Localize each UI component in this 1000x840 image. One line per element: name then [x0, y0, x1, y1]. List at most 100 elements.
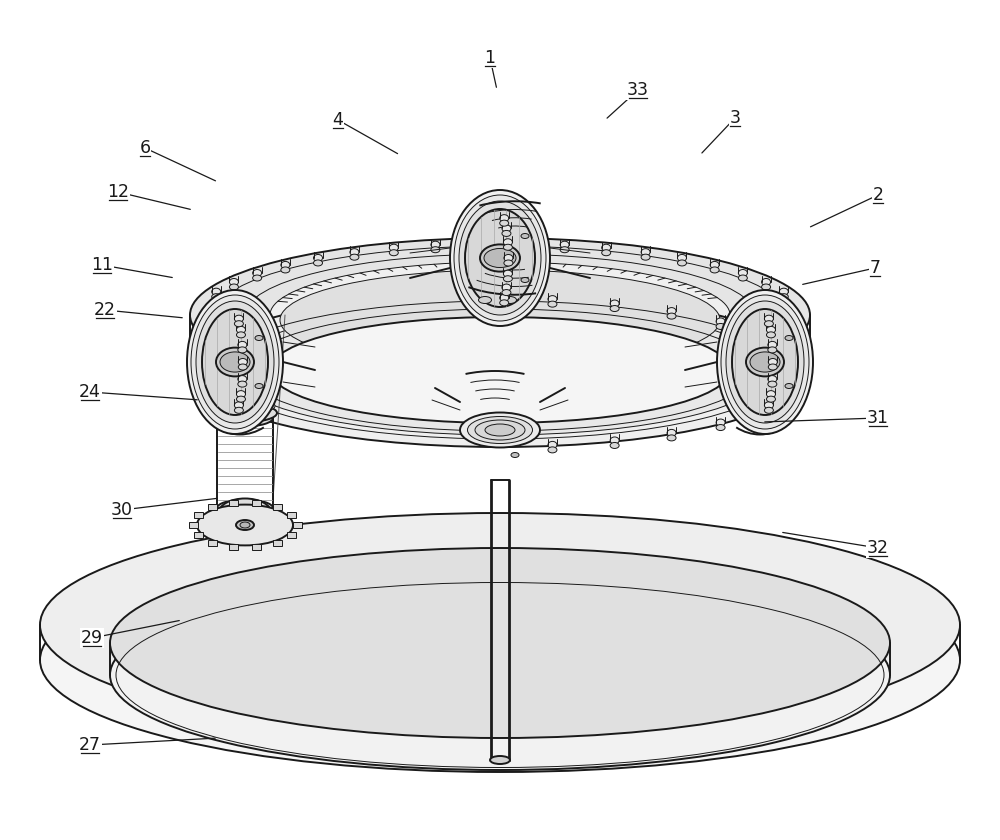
FancyBboxPatch shape: [273, 505, 282, 511]
Ellipse shape: [234, 402, 243, 409]
FancyBboxPatch shape: [273, 539, 282, 545]
Text: 4: 4: [333, 111, 343, 129]
Text: 12: 12: [107, 183, 129, 201]
Ellipse shape: [485, 424, 515, 436]
Ellipse shape: [785, 384, 793, 388]
Ellipse shape: [475, 420, 525, 440]
Text: 11: 11: [91, 256, 113, 274]
Ellipse shape: [502, 284, 511, 291]
Ellipse shape: [768, 347, 777, 353]
Ellipse shape: [782, 397, 791, 403]
Ellipse shape: [217, 500, 273, 517]
Ellipse shape: [240, 522, 250, 528]
Ellipse shape: [431, 241, 440, 248]
Ellipse shape: [238, 347, 247, 353]
Ellipse shape: [110, 580, 890, 770]
Ellipse shape: [517, 239, 526, 247]
Ellipse shape: [768, 375, 777, 382]
Ellipse shape: [255, 384, 263, 388]
Ellipse shape: [755, 336, 764, 342]
Ellipse shape: [197, 505, 293, 545]
Ellipse shape: [187, 290, 283, 434]
Text: 31: 31: [867, 409, 889, 427]
Ellipse shape: [479, 297, 492, 303]
Ellipse shape: [764, 315, 773, 323]
FancyBboxPatch shape: [293, 522, 302, 528]
Ellipse shape: [503, 276, 512, 281]
Ellipse shape: [236, 520, 254, 530]
Ellipse shape: [755, 412, 764, 417]
Text: 7: 7: [870, 259, 881, 277]
Ellipse shape: [314, 260, 323, 266]
Ellipse shape: [350, 249, 359, 255]
Ellipse shape: [236, 396, 245, 402]
Ellipse shape: [238, 341, 247, 349]
Ellipse shape: [560, 247, 569, 253]
Ellipse shape: [212, 288, 221, 295]
Text: 32: 32: [867, 539, 889, 557]
Ellipse shape: [468, 417, 532, 444]
Text: 6: 6: [139, 139, 151, 157]
Ellipse shape: [521, 234, 529, 239]
Ellipse shape: [202, 309, 268, 415]
Ellipse shape: [459, 201, 541, 315]
Ellipse shape: [768, 381, 777, 387]
Ellipse shape: [236, 400, 254, 408]
Ellipse shape: [234, 321, 243, 327]
Ellipse shape: [717, 290, 813, 434]
Ellipse shape: [762, 284, 771, 290]
Ellipse shape: [667, 307, 676, 315]
Ellipse shape: [236, 327, 245, 333]
Ellipse shape: [220, 352, 250, 372]
FancyBboxPatch shape: [229, 543, 238, 550]
Ellipse shape: [764, 402, 773, 409]
Ellipse shape: [738, 275, 747, 281]
FancyBboxPatch shape: [287, 532, 296, 538]
Ellipse shape: [238, 364, 247, 370]
Ellipse shape: [548, 447, 557, 453]
Ellipse shape: [230, 305, 770, 435]
Ellipse shape: [238, 375, 247, 382]
Ellipse shape: [548, 441, 557, 449]
Ellipse shape: [389, 249, 398, 255]
Ellipse shape: [253, 270, 262, 276]
Ellipse shape: [732, 309, 798, 415]
Ellipse shape: [755, 407, 764, 413]
Ellipse shape: [750, 352, 780, 372]
Ellipse shape: [234, 315, 243, 323]
Ellipse shape: [431, 247, 440, 253]
Ellipse shape: [766, 332, 775, 338]
Ellipse shape: [511, 453, 519, 458]
Ellipse shape: [504, 255, 513, 261]
Ellipse shape: [480, 244, 520, 271]
Ellipse shape: [389, 244, 398, 251]
Ellipse shape: [281, 267, 290, 273]
Ellipse shape: [253, 275, 262, 281]
Ellipse shape: [229, 279, 238, 286]
Ellipse shape: [755, 331, 764, 338]
FancyBboxPatch shape: [208, 505, 217, 511]
Ellipse shape: [779, 294, 788, 300]
Ellipse shape: [710, 267, 719, 273]
Text: 2: 2: [872, 186, 884, 204]
Ellipse shape: [766, 391, 775, 397]
Ellipse shape: [667, 435, 676, 441]
Ellipse shape: [779, 288, 788, 295]
Ellipse shape: [641, 255, 650, 260]
Ellipse shape: [610, 443, 619, 449]
Ellipse shape: [726, 301, 804, 423]
Ellipse shape: [216, 348, 254, 376]
Ellipse shape: [236, 332, 245, 338]
FancyBboxPatch shape: [252, 500, 261, 507]
Ellipse shape: [234, 407, 243, 413]
Ellipse shape: [746, 348, 784, 376]
Ellipse shape: [212, 294, 221, 300]
Ellipse shape: [768, 341, 777, 349]
Ellipse shape: [474, 245, 483, 251]
Ellipse shape: [238, 359, 247, 365]
Ellipse shape: [196, 301, 274, 423]
Ellipse shape: [270, 262, 730, 368]
Ellipse shape: [236, 391, 245, 397]
Ellipse shape: [484, 249, 516, 267]
Ellipse shape: [460, 412, 540, 448]
